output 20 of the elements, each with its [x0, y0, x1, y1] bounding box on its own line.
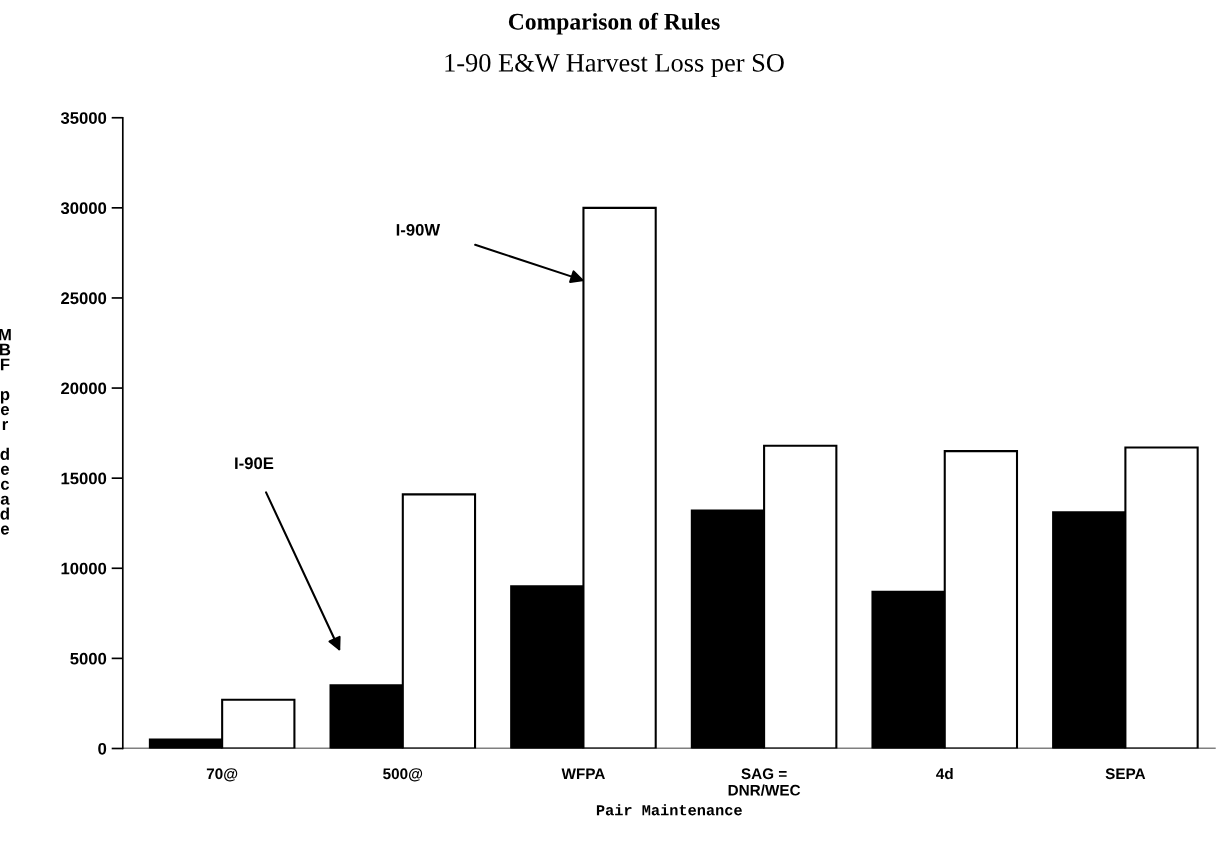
x-tick-label: 70@	[206, 768, 238, 782]
chart-title: Comparison of Rules	[508, 12, 720, 35]
annotation: I-90E	[235, 457, 274, 470]
x-tick-label: SEPA	[1105, 768, 1146, 780]
y-tick-label: 35000	[60, 112, 107, 124]
x-tick-label: 500@	[383, 768, 423, 782]
y-tick-label: 5000	[70, 652, 107, 665]
y-tick-label: 20000	[61, 382, 107, 395]
y-tick-label: 25000	[61, 292, 107, 305]
x-tick-label: 4d	[936, 767, 953, 780]
x-axis-title: Pair Maintenance	[596, 804, 742, 816]
y-tick-label: 10000	[61, 562, 107, 575]
x-tick-label: SAG = DNR/WEC	[728, 768, 801, 796]
text: MBF per decade	[0, 328, 11, 535]
annotation: I-90W	[396, 223, 441, 236]
y-tick-label: 30000	[60, 202, 107, 215]
chart-subtitle: 1-90 E&W Harvest Loss per SO	[445, 53, 784, 78]
x-tick-label: WFPA	[561, 768, 605, 780]
y-tick-label: 0	[98, 742, 107, 755]
y-tick-label: 15000	[61, 472, 107, 485]
